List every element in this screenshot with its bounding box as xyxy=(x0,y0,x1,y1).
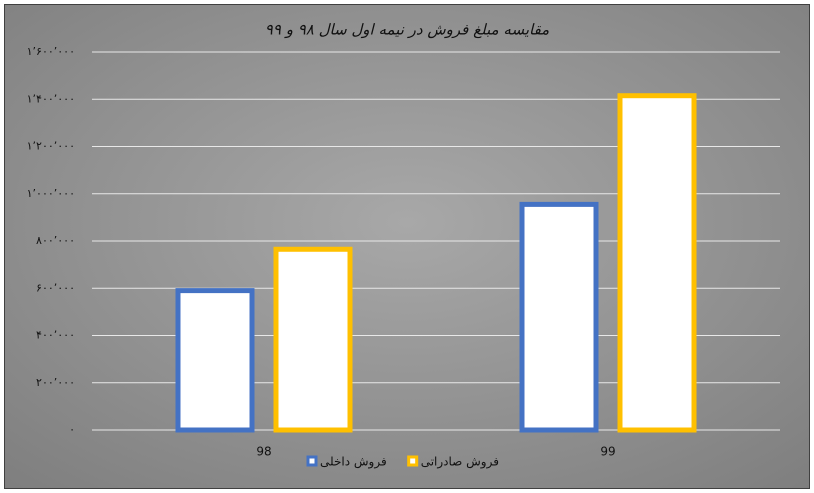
x-tick-label: 99 xyxy=(600,445,615,459)
y-tick-label: ۱٬۲۰۰٬۰۰۰ xyxy=(27,140,75,153)
legend-label: فروش صادراتی xyxy=(421,455,499,470)
y-tick-label: ۰ xyxy=(69,423,75,436)
y-tick-label: ۱٬۰۰۰٬۰۰۰ xyxy=(27,187,75,200)
legend-label: فروش داخلی xyxy=(320,455,387,470)
chart-title: مقایسه مبلغ فروش در نیمه اول سال ۹۸ و ۹۹ xyxy=(265,21,549,39)
bar xyxy=(519,201,599,433)
x-tick-label: 98 xyxy=(256,445,271,459)
bar xyxy=(175,288,255,433)
y-tick-label: ۱٬۶۰۰٬۰۰۰ xyxy=(27,45,75,58)
y-tick-label: ۶۰۰٬۰۰۰ xyxy=(36,281,75,294)
bar xyxy=(273,246,353,433)
y-tick-label: ۸۰۰٬۰۰۰ xyxy=(36,234,75,247)
y-tick-label: ۲۰۰٬۰۰۰ xyxy=(36,376,75,389)
bar xyxy=(617,93,697,433)
y-tick-label: ۱٬۴۰۰٬۰۰۰ xyxy=(27,92,75,105)
y-tick-label: ۴۰۰٬۰۰۰ xyxy=(36,329,75,342)
legend-swatch xyxy=(407,455,419,467)
legend-swatch xyxy=(306,455,318,467)
